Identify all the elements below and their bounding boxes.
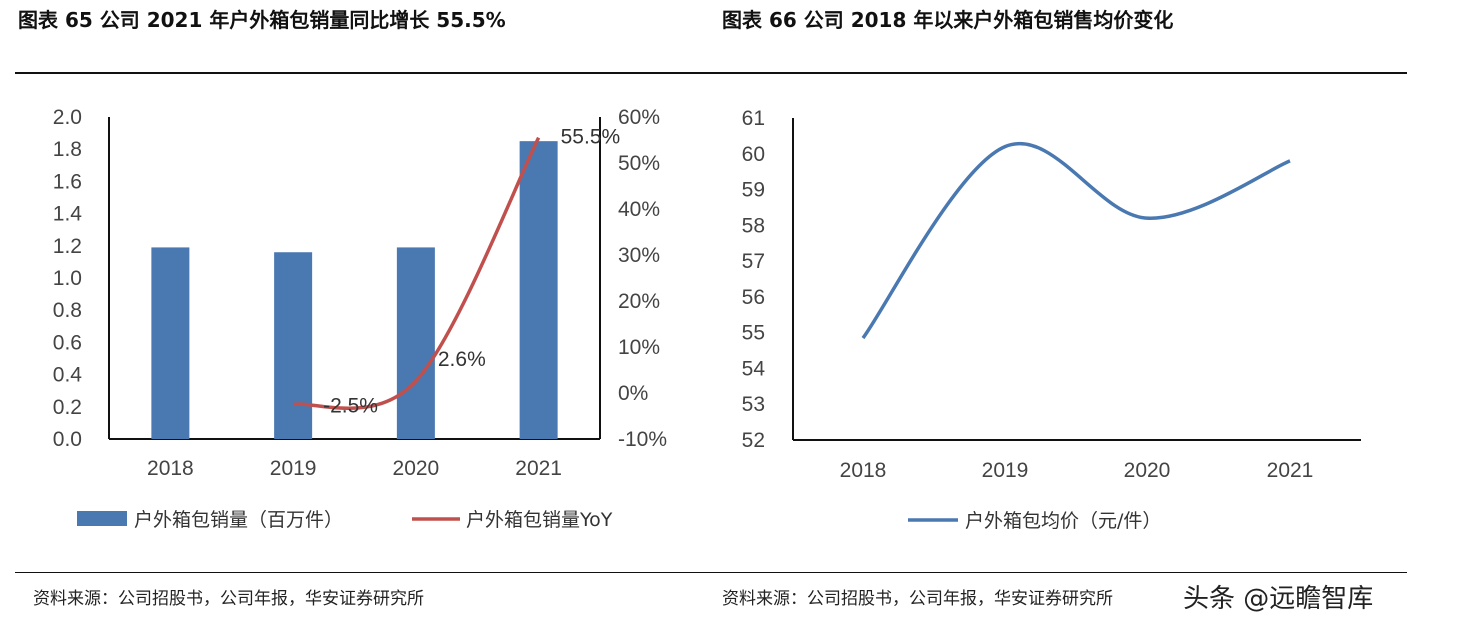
y-tick-label: 0.0 [53,428,82,451]
y-tick-label: 53 [742,393,765,416]
data-label: 55.5% [561,126,621,149]
y2-tick-label: 0% [618,382,648,405]
y-tick-label: 56 [742,286,765,309]
y2-tick-label: 20% [618,290,660,313]
y-tick-label: 2.0 [53,106,82,129]
y-tick-label: 60 [742,143,765,166]
y-tick-label: 1.2 [53,235,82,258]
x-tick-label: 2021 [515,457,562,480]
y-tick-label: 0.6 [53,331,82,354]
y2-tick-label: 60% [618,106,660,129]
right-chart-title: 图表 66 公司 2018 年以来户外箱包销售均价变化 [722,8,1174,32]
y-tick-label: 1.6 [53,170,82,193]
left-source: 资料来源：公司招股书，公司年报，华安证券研究所 [33,589,424,609]
y-tick-label: 59 [742,179,765,202]
y-tick-label: 58 [742,214,765,237]
legend-label: 户外箱包销量（百万件） [134,509,343,531]
x-tick-label: 2021 [1267,459,1314,482]
y-tick-label: 1.8 [53,138,82,161]
yoy-line [292,136,541,411]
x-tick-label: 2019 [982,459,1029,482]
x-tick-label: 2020 [393,457,440,480]
y-tick-label: 55 [742,322,765,345]
y-tick-label: 0.2 [53,396,82,419]
y-tick-label: 1.4 [53,203,83,226]
x-tick-label: 2018 [147,457,194,480]
legend-label: 户外箱包均价（元/件） [965,510,1161,532]
bar [519,141,558,439]
y-tick-label: 61 [742,107,765,130]
left-chart-title: 图表 65 公司 2021 年户外箱包销量同比增长 55.5% [18,8,506,32]
legend-bar-swatch [77,511,127,526]
bar [151,247,190,439]
x-tick-label: 2019 [270,457,317,480]
price-line [861,142,1291,340]
legend-label: 户外箱包销量YoY [466,509,613,531]
y2-tick-label: 10% [618,336,660,359]
y2-tick-label: 50% [618,152,660,175]
x-tick-label: 2020 [1124,459,1171,482]
y-tick-label: 0.4 [53,364,83,387]
y2-tick-label: -10% [618,428,667,451]
y2-tick-label: 40% [618,198,660,221]
data-label: 2.6% [438,348,486,371]
watermark: 头条 @远瞻智库 [1183,584,1374,614]
data-label: -2.5% [323,395,378,418]
y-tick-label: 54 [742,357,766,380]
y-tick-label: 52 [742,429,765,452]
bar [396,247,435,439]
y-tick-label: 57 [742,250,765,273]
bottom-divider [15,572,1407,573]
right-source: 资料来源：公司招股书，公司年报，华安证券研究所 [722,589,1113,609]
y-tick-label: 0.8 [53,299,82,322]
x-tick-label: 2018 [840,459,887,482]
y2-tick-label: 30% [618,244,660,267]
y-tick-label: 1.0 [53,267,82,290]
bar [274,252,313,439]
top-divider [15,72,1407,74]
